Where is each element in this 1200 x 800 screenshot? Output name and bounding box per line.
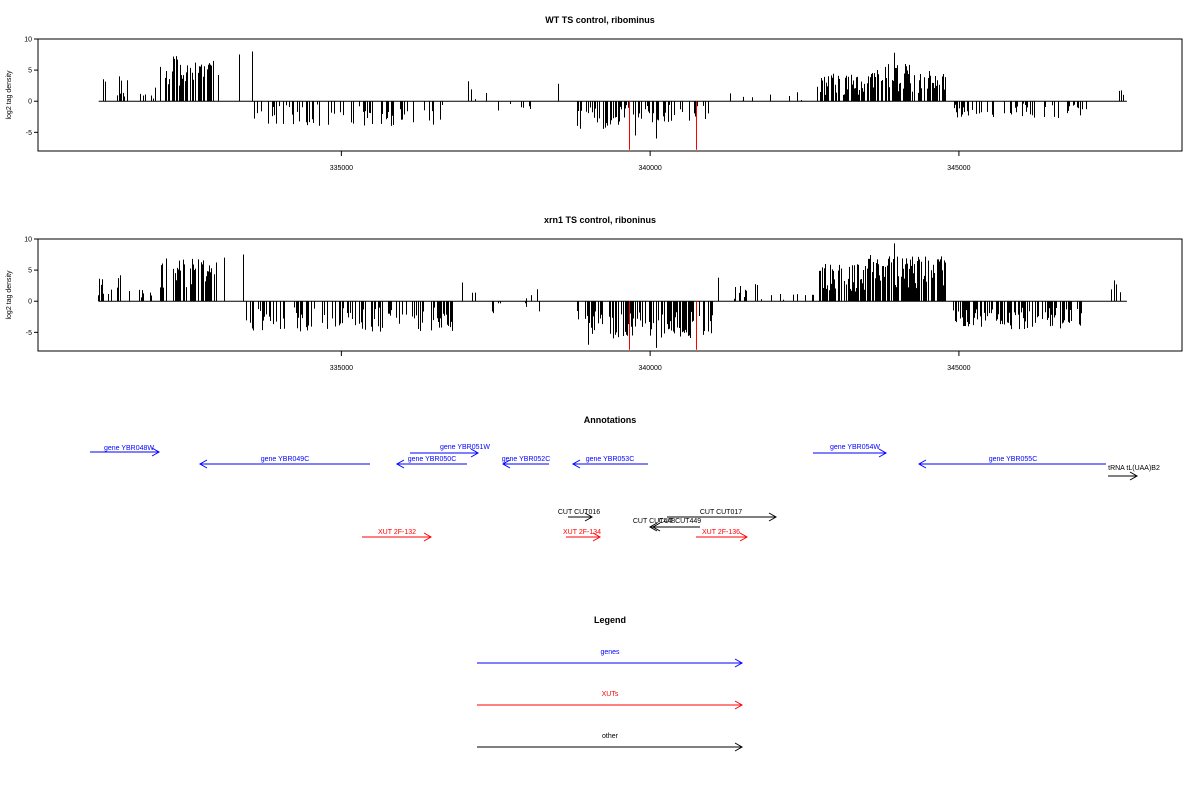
- x-tick-label: 335000: [330, 365, 353, 372]
- x-tick-label: 335000: [330, 165, 353, 172]
- feature-arrowhead: [571, 459, 581, 469]
- feature-label: CUT CUT016: [558, 509, 600, 516]
- legend-label: genes: [600, 649, 620, 656]
- plot-frame: [37, 238, 1183, 352]
- feature-label: gene YBR052C: [502, 456, 551, 463]
- feature-arrowhead: [395, 459, 405, 469]
- feature-arrowhead: [151, 447, 161, 457]
- chart-panel-wt: WT TS control, ribominus log2 tag density…: [6, 15, 1183, 172]
- y-tick-label: 5: [28, 68, 32, 75]
- chart-title: WT TS control, ribominus: [545, 15, 655, 25]
- annotations-panel: Annotations gene YBR048W gene YBR049C gene …: [90, 415, 1160, 542]
- y-tick-label: 10: [24, 237, 32, 244]
- legend-arrowhead: [734, 742, 744, 752]
- feature-arrowhead: [423, 532, 433, 542]
- legend-title: Legend: [594, 615, 626, 625]
- feature-arrowhead: [878, 448, 888, 458]
- chart-title: xrn1 TS control, riboninus: [544, 215, 656, 225]
- feature-label: gene YBR050C: [408, 456, 457, 463]
- y-tick-label: 5: [28, 268, 32, 275]
- y-tick-label: 10: [24, 37, 32, 44]
- feature-label: XUT 2F-136: [702, 529, 740, 536]
- feature-arrowhead: [739, 532, 749, 542]
- legend-label: XUTs: [602, 691, 619, 698]
- feature-arrowhead: [917, 459, 927, 469]
- legend-arrowhead: [734, 700, 744, 710]
- feature-arrowhead: [198, 459, 208, 469]
- feature-label: gene YBR048W: [104, 445, 154, 452]
- feature-label: gene YBR049C: [261, 456, 310, 463]
- feature-arrowhead: [501, 459, 511, 469]
- feature-arrowhead: [648, 522, 658, 532]
- y-axis-label: log2 tag density: [6, 70, 13, 120]
- y-tick-label: 0: [28, 299, 32, 306]
- y-tick-label: -5: [26, 330, 32, 337]
- annotations-title: Annotations: [584, 415, 637, 425]
- feature-label: CUT CUT448: [633, 518, 675, 525]
- feature-arrowhead: [592, 532, 602, 542]
- feature-label: CUT CUT017: [700, 509, 742, 516]
- feature-arrowhead: [768, 512, 778, 522]
- chart-panel-xrn1: xrn1 TS control, riboninus log2 tag densi…: [6, 215, 1183, 372]
- feature-label: CUT CUT449: [659, 518, 701, 525]
- feature-label: XUT 2F-132: [378, 529, 416, 536]
- y-tick-label: -5: [26, 130, 32, 137]
- legend-arrowhead: [734, 658, 744, 668]
- feature-arrowhead: [470, 448, 480, 458]
- legend-panel: Legend genes XUTs other: [477, 615, 744, 752]
- feature-arrowhead: [584, 512, 594, 522]
- feature-label: gene YBR054W: [830, 444, 880, 451]
- feature-label: tRNA tL(UAA)B2: [1108, 465, 1160, 472]
- feature-label: XUT 2F-134: [563, 529, 601, 536]
- x-tick-label: 345000: [947, 365, 970, 372]
- feature-label: gene YBR055C: [989, 456, 1038, 463]
- feature-arrowhead: [1129, 471, 1139, 481]
- x-tick-label: 340000: [638, 365, 661, 372]
- feature-label: gene YBR051W: [440, 444, 490, 451]
- legend-label: other: [602, 733, 619, 740]
- feature-label: gene YBR053C: [586, 456, 635, 463]
- feature-arrowhead: [651, 522, 661, 532]
- y-axis-label: log2 tag density: [6, 270, 13, 320]
- y-tick-label: 0: [28, 99, 32, 106]
- x-tick-label: 345000: [947, 165, 970, 172]
- plot-frame: [37, 38, 1183, 152]
- x-tick-label: 340000: [638, 165, 661, 172]
